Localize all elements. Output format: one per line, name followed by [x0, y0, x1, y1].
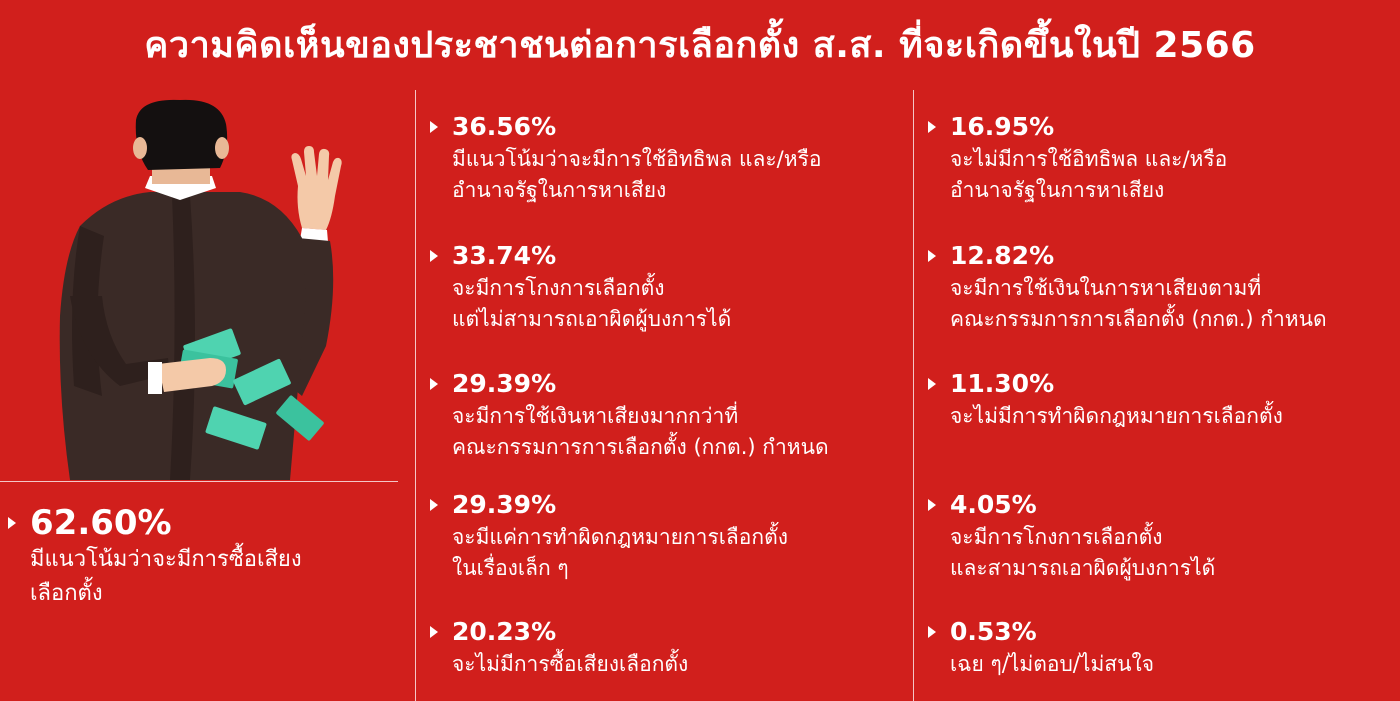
- bullet-arrow-icon: [430, 626, 438, 638]
- stat-description: จะไม่มีการใช้อิทธิพล และ/หรือ อำนาจรัฐใน…: [950, 147, 1228, 202]
- bullet-arrow-icon: [430, 250, 438, 262]
- stat-percent: 4.05%: [950, 490, 1037, 519]
- stat-percent: 20.23%: [452, 617, 557, 646]
- stat-description: จะมีการใช้เงินหาเสียงมากกว่าที่ คณะกรรมก…: [452, 404, 829, 459]
- stat-percent: 0.53%: [950, 617, 1037, 646]
- bullet-arrow-icon: [430, 499, 438, 511]
- stat-item: 11.30% จะไม่มีการทำผิดกฎหมายการเลือกตั้ง: [928, 367, 1283, 432]
- stat-item: 20.23% จะไม่มีการซื้อเสียงเลือกตั้ง: [430, 615, 689, 680]
- stat-description: จะมีการโกงการเลือกตั้ง และสามารถเอาผิดผู…: [950, 525, 1216, 580]
- stat-percent: 16.95%: [950, 112, 1055, 141]
- stat-description: มีแนวโน้มว่าจะมีการใช้อิทธิพล และ/หรือ อ…: [452, 147, 822, 202]
- stat-percent: 29.39%: [452, 369, 557, 398]
- stat-description: จะมีการโกงการเลือกตั้ง แต่ไม่สามารถเอาผิ…: [452, 276, 732, 331]
- stat-description: จะไม่มีการทำผิดกฎหมายการเลือกตั้ง: [950, 404, 1283, 428]
- stat-description: จะไม่มีการซื้อเสียงเลือกตั้ง: [452, 652, 689, 676]
- bullet-arrow-icon: [928, 250, 936, 262]
- stat-item: 12.82% จะมีการใช้เงินในการหาเสียงตามที่ …: [928, 239, 1327, 335]
- infographic-title: ความคิดเห็นของประชาชนต่อการเลือกตั้ง ส.ส…: [144, 25, 1256, 66]
- stat-item: 29.39% จะมีการใช้เงินหาเสียงมากกว่าที่ ค…: [430, 367, 829, 463]
- stat-percent: 12.82%: [950, 241, 1055, 270]
- stat-percent: 11.30%: [950, 369, 1055, 398]
- highlight-stat: 62.60% มีแนวโน้มว่าจะมีการซื้อเสียง เลือ…: [8, 503, 302, 611]
- bullet-arrow-icon: [928, 499, 936, 511]
- stat-description: จะมีการใช้เงินในการหาเสียงตามที่ คณะกรรม…: [950, 276, 1327, 331]
- stat-item: 36.56% มีแนวโน้มว่าจะมีการใช้อิทธิพล และ…: [430, 110, 822, 206]
- bullet-arrow-icon: [8, 517, 16, 529]
- bullet-arrow-icon: [928, 378, 936, 390]
- stat-description: เฉย ๆ/ไม่ตอบ/ไม่สนใจ: [950, 652, 1155, 676]
- bullet-arrow-icon: [430, 378, 438, 390]
- highlight-description: มีแนวโน้มว่าจะมีการซื้อเสียง เลือกตั้ง: [30, 547, 302, 606]
- stat-percent: 36.56%: [452, 112, 557, 141]
- businessman-bribe-illustration: [40, 96, 370, 480]
- stat-percent: 33.74%: [452, 241, 557, 270]
- column-divider-left: [415, 90, 416, 701]
- column-divider-right: [913, 90, 914, 701]
- stat-percent: 29.39%: [452, 490, 557, 519]
- stat-item: 0.53% เฉย ๆ/ไม่ตอบ/ไม่สนใจ: [928, 615, 1155, 680]
- bullet-arrow-icon: [928, 626, 936, 638]
- highlight-percent: 62.60%: [8, 503, 302, 543]
- bullet-arrow-icon: [928, 121, 936, 133]
- bullet-arrow-icon: [430, 121, 438, 133]
- highlight-divider: [0, 481, 398, 482]
- stat-item: 33.74% จะมีการโกงการเลือกตั้ง แต่ไม่สามา…: [430, 239, 732, 335]
- stat-description: จะมีแค่การทำผิดกฎหมายการเลือกตั้ง ในเรื่…: [452, 525, 789, 580]
- stat-item: 4.05% จะมีการโกงการเลือกตั้ง และสามารถเอ…: [928, 488, 1216, 584]
- stat-item: 16.95% จะไม่มีการใช้อิทธิพล และ/หรือ อำน…: [928, 110, 1228, 206]
- stat-item: 29.39% จะมีแค่การทำผิดกฎหมายการเลือกตั้ง…: [430, 488, 789, 584]
